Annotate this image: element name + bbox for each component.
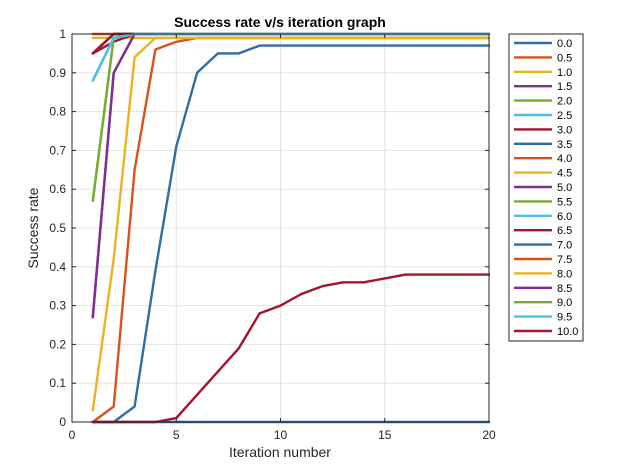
y-tick-label: 0.7 <box>49 143 66 157</box>
x-tick-label: 15 <box>378 428 392 442</box>
legend: 0.0 0.5 1.0 1.5 2.0 2.5 3.0 3.5 4.0 4.5 5.0 5.5 6.0 6… <box>508 33 584 342</box>
legend-label: 9.5 <box>557 312 572 324</box>
y-tick-label: 0.1 <box>49 376 66 390</box>
legend-label: 5.0 <box>557 182 572 194</box>
y-tick-label: 1 <box>59 27 66 41</box>
x-axis-label: Iteration number <box>229 444 331 460</box>
x-tick-label: 0 <box>69 428 76 442</box>
legend-label: 10.0 <box>557 326 578 338</box>
y-tick-label: 0 <box>59 415 66 429</box>
legend-label: 1.0 <box>557 67 572 79</box>
legend-label: 3.0 <box>557 124 572 136</box>
legend-label: 9.0 <box>557 297 572 309</box>
legend-label: 6.0 <box>557 211 572 223</box>
legend-label: 3.5 <box>557 139 572 151</box>
legend-label: 2.0 <box>557 96 572 108</box>
series-line-16 <box>91 36 491 412</box>
x-tick-label: 10 <box>274 428 288 442</box>
legend-label: 5.5 <box>557 196 572 208</box>
x-tick-label: 5 <box>173 428 180 442</box>
series-line-20 <box>91 273 491 424</box>
y-axis-label: Success rate <box>25 187 41 268</box>
legend-label: 6.5 <box>557 225 572 237</box>
legend-label: 7.0 <box>557 240 572 252</box>
x-tick-label: 20 <box>482 428 496 442</box>
legend-label: 4.0 <box>557 153 572 165</box>
legend-label: 8.0 <box>557 268 572 280</box>
legend-label: 7.5 <box>557 254 572 266</box>
y-tick-label: 0.8 <box>49 105 66 119</box>
y-tick-label: 0.2 <box>49 337 66 351</box>
legend-label: 2.5 <box>557 110 572 122</box>
series-line-14 <box>91 44 491 424</box>
y-tick-label: 0.4 <box>49 260 66 274</box>
legend-label: 0.0 <box>557 38 572 50</box>
legend-label: 4.5 <box>557 168 572 180</box>
axis-ticks: 0 5 10 15 20 0 0.1 0.2 0.3 0.4 0.5 0.6 0.7 0.8 0.9 1 <box>49 27 496 442</box>
legend-label: 1.5 <box>557 81 572 93</box>
y-tick-label: 0.6 <box>49 182 66 196</box>
y-tick-label: 0.3 <box>49 299 66 313</box>
y-tick-label: 0.9 <box>49 66 66 80</box>
legend-label: 0.5 <box>557 52 572 64</box>
chart-title: Success rate v/s iteration graph <box>174 14 386 30</box>
legend-label: 8.5 <box>557 283 572 295</box>
y-tick-label: 0.5 <box>49 221 66 235</box>
